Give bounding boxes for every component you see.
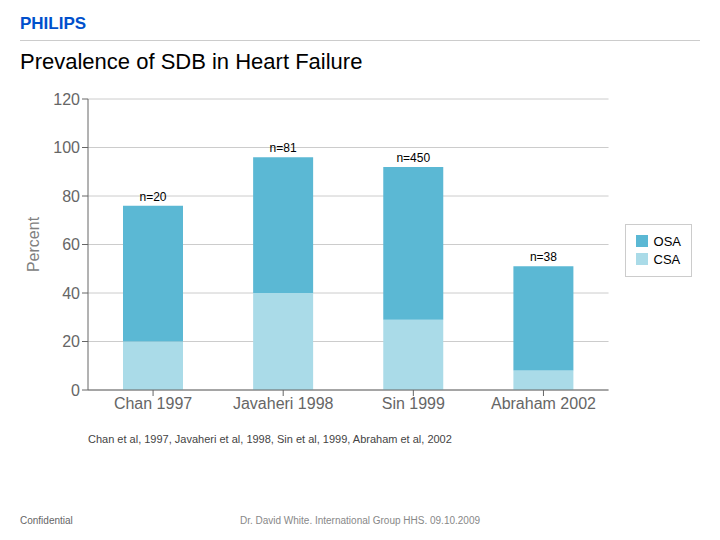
html-text:OSA: OSA (653, 233, 681, 249)
svg-text:Chan 1997: Chan 1997 (114, 395, 192, 412)
html-text:CSA: CSA (653, 251, 681, 267)
svg-text:n=450: n=450 (396, 151, 430, 165)
svg-text:Sin 1999: Sin 1999 (382, 395, 445, 412)
html-text:Dr. David White. International: Dr. David White. International Group HHS… (239, 515, 481, 526)
svg-text:0: 0 (71, 382, 80, 399)
svg-text:100: 100 (53, 139, 80, 156)
svg-text:60: 60 (62, 236, 80, 253)
svg-text:80: 80 (62, 188, 80, 205)
svg-text:Percent: Percent (25, 216, 42, 272)
html-text:Confidential: Confidential (20, 515, 73, 526)
svg-text:Javaheri 1998: Javaheri 1998 (233, 395, 334, 412)
svg-text:Abraham 2002: Abraham 2002 (491, 395, 596, 412)
html-text:PHILIPS: PHILIPS (20, 14, 87, 33)
svg-text:n=81: n=81 (270, 141, 297, 155)
svg-text:n=38: n=38 (530, 250, 557, 264)
svg-text:120: 120 (53, 91, 80, 108)
html-text:Prevalence of SDB in Heart Fai: Prevalence of SDB in Heart Failure (20, 49, 363, 74)
html-text:Chan et al, 1997, Javaheri et: Chan et al, 1997, Javaheri et al, 1998, … (88, 433, 452, 445)
svg-text:n=20: n=20 (139, 190, 166, 204)
svg-text:20: 20 (62, 333, 80, 350)
svg-text:40: 40 (62, 285, 80, 302)
